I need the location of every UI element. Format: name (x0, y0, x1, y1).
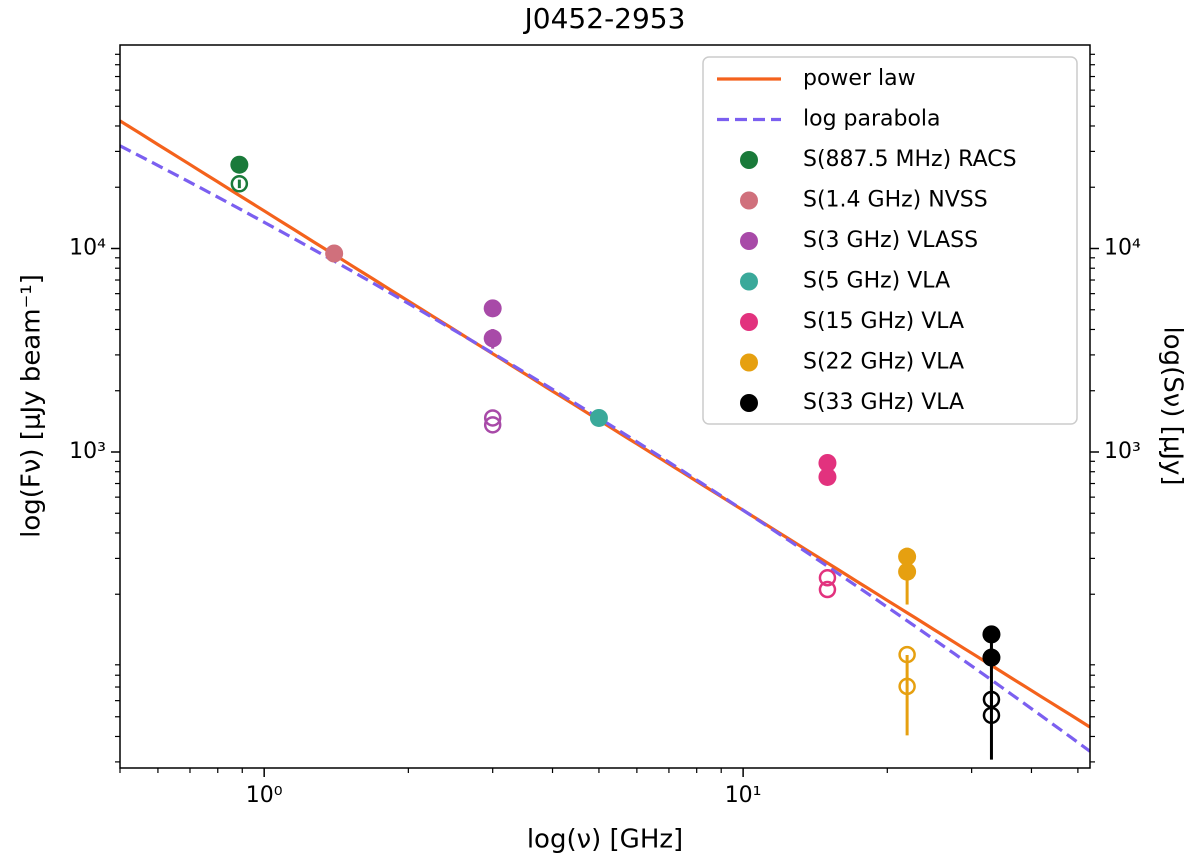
y-tick-label: 10³ (69, 439, 106, 464)
point (818, 453, 837, 472)
y-axis-label: log(Fν) [μJy beam⁻¹] (17, 274, 47, 538)
legend-label: S(33 GHz) VLA (803, 390, 964, 415)
legend-label: S(5 GHz) VLA (803, 269, 950, 294)
x-axis-label: log(ν) [GHz] (527, 825, 683, 855)
plot-area (120, 119, 1090, 760)
open-point (818, 569, 837, 587)
open-point (230, 175, 249, 193)
point (982, 648, 1001, 667)
y2-tick-label: 10³ (1104, 439, 1141, 464)
legend-marker (740, 232, 758, 250)
legend-box (702, 56, 1078, 425)
legend-label: S(3 GHz) VLASS (803, 228, 978, 253)
point (483, 299, 502, 318)
x-tick-label: 10¹ (725, 783, 762, 808)
legend-marker (740, 272, 758, 291)
legend-marker (740, 353, 758, 372)
legend-marker (740, 191, 758, 210)
plot-frame (119, 44, 1091, 769)
open-point (483, 409, 502, 427)
legend-label: S(887.5 MHz) RACS (803, 147, 1017, 172)
y-tick-label: 10⁴ (69, 235, 106, 260)
legend-label: power law (803, 66, 916, 91)
legend-label: S(15 GHz) VLA (803, 309, 964, 334)
chart-title: J0452-2953 (523, 2, 686, 35)
legend-label: S(1.4 GHz) NVSS (803, 188, 988, 213)
open-point (483, 416, 502, 434)
y2-tick-label: 10⁴ (1104, 235, 1141, 260)
legend-label: S(22 GHz) VLA (803, 350, 964, 375)
legend-marker (740, 394, 758, 412)
point (589, 408, 608, 427)
legend: power law log parabola S(887.5 MHz) RACS S(… (702, 56, 1078, 425)
point (230, 155, 249, 174)
legend-marker (740, 151, 758, 169)
point (483, 329, 502, 348)
y2-axis-label: log(Sν) [μJy] (1158, 326, 1188, 485)
x-tick-label: 10⁰ (246, 783, 283, 808)
legend-label: log parabola (803, 107, 941, 132)
legend-marker (740, 313, 758, 331)
open-point (898, 677, 916, 696)
point (898, 562, 917, 581)
open-point (818, 580, 837, 599)
point (818, 467, 837, 486)
point (325, 244, 344, 263)
open-point (982, 706, 1001, 725)
